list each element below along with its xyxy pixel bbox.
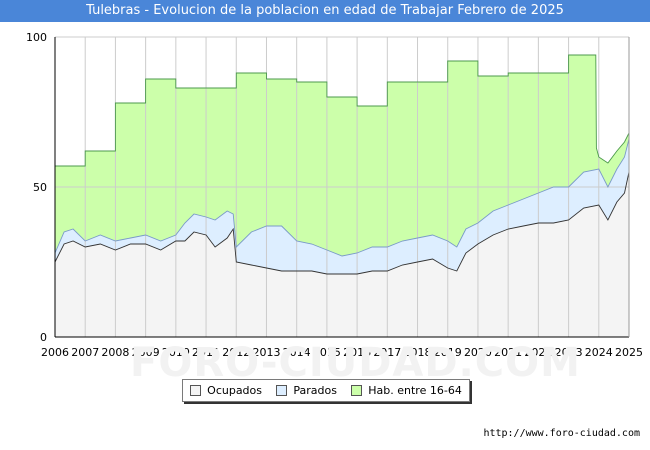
source-link[interactable]: http://www.foro-ciudad.com <box>483 428 640 439</box>
x-tick-label: 2013 <box>252 346 280 359</box>
legend-swatch-ocupados <box>190 385 202 396</box>
legend-item-ocupados: Ocupados <box>190 384 262 397</box>
x-tick-label: 2017 <box>373 346 401 359</box>
x-tick-label: 2024 <box>585 346 613 359</box>
x-tick-label: 2018 <box>404 346 432 359</box>
legend-item-parados: Parados <box>276 384 337 397</box>
legend-swatch-parados <box>276 385 288 396</box>
legend-label-parados: Parados <box>293 384 337 397</box>
x-tick-label: 2015 <box>313 346 341 359</box>
x-tick-label: 2022 <box>524 346 552 359</box>
x-tick-label: 2007 <box>71 346 99 359</box>
legend-label-hab: Hab. entre 16-64 <box>368 384 462 397</box>
series-line-ocupados <box>54 171 630 275</box>
x-tick-label: 2010 <box>162 346 190 359</box>
y-tick-label: 100 <box>26 31 47 44</box>
x-tick-label: 2023 <box>555 346 583 359</box>
watermark: FORO-CIUDAD.COM <box>130 340 581 386</box>
x-tick-label: 2016 <box>343 346 371 359</box>
chart-title: Tulebras - Evolucion de la poblacion en … <box>0 0 650 22</box>
x-tick-label: 2008 <box>101 346 129 359</box>
x-tick-label: 2009 <box>132 346 160 359</box>
legend-item-hab: Hab. entre 16-64 <box>351 384 462 397</box>
x-tick-label: 2019 <box>434 346 462 359</box>
legend: Ocupados Parados Hab. entre 16-64 <box>182 379 470 402</box>
x-tick-label: 2021 <box>494 346 522 359</box>
x-tick-label: 2006 <box>41 346 69 359</box>
series-line-parados <box>54 138 630 257</box>
x-tick-label: 2011 <box>192 346 220 359</box>
legend-label-ocupados: Ocupados <box>207 384 263 397</box>
x-tick-label: 2025 <box>615 346 643 359</box>
y-tick-label: 50 <box>33 181 47 194</box>
series-line-hab <box>55 54 630 167</box>
y-tick-label: 0 <box>40 331 47 344</box>
area-ocupados <box>55 172 629 337</box>
x-tick-label: 2012 <box>222 346 250 359</box>
legend-swatch-hab <box>351 385 363 396</box>
x-tick-label: 2020 <box>464 346 492 359</box>
x-tick-label: 2014 <box>283 346 311 359</box>
